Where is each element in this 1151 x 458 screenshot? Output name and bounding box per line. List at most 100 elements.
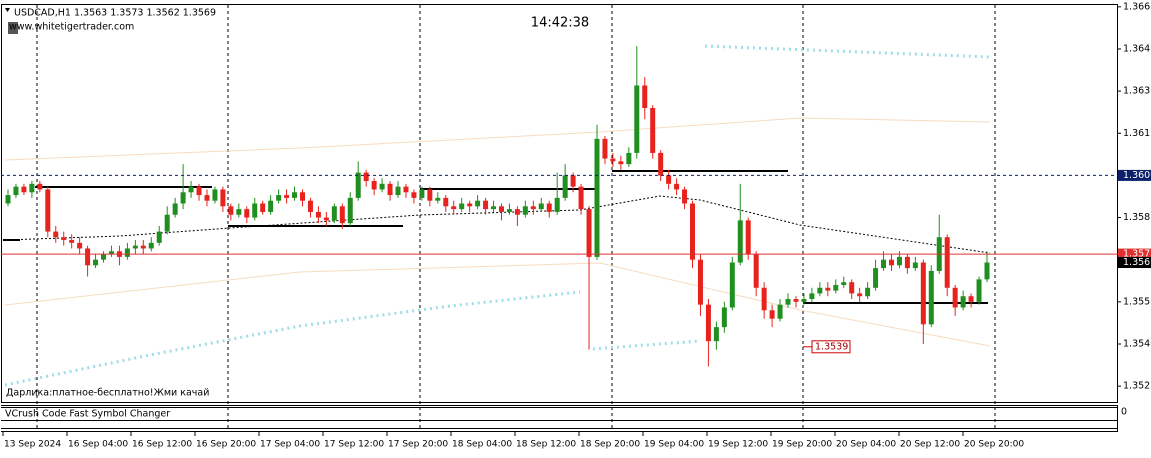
candle-body [642,85,648,108]
candle-body [451,206,457,210]
x-tick-label: 17 Sep 04:00 [260,440,320,450]
candle-body [371,181,377,190]
candle-body [315,211,321,218]
price-label-box [1118,257,1151,269]
candle-body [618,161,624,165]
candle-body [777,304,783,319]
candle-body [61,237,67,241]
candle-body [682,189,688,204]
candle-body [506,209,512,212]
candle-body [132,245,138,249]
candle-body [260,203,266,212]
candle-body [634,85,640,153]
clock: 14:42:38 [531,16,589,31]
y-tick-label: 1.3615 [1123,128,1151,139]
candle-body [873,268,879,288]
candle-body [77,242,83,249]
candle-body [21,186,27,193]
logo [8,22,18,34]
candle-body [690,203,696,260]
chart-subtitle: www.whitetigertrader.com [9,22,134,33]
candle-body [865,287,871,297]
y-tick-label: 1.3555 [1123,296,1151,307]
menu-arrow [5,8,10,12]
candle-body [93,259,99,266]
indicators [4,44,991,387]
candle-body [164,214,170,232]
candle-body [37,183,43,190]
candle-body [785,299,791,305]
candle-body [475,200,481,207]
candle-body [228,206,234,215]
price-label-box [1118,169,1151,181]
candle-body [363,172,369,182]
x-tick-label: 16 Sep 20:00 [196,440,256,450]
candle-body [443,197,449,207]
candle-body [626,152,632,165]
candle-body [212,189,218,201]
candle-body [729,262,735,308]
candle-body [928,270,934,325]
candle-body [570,175,576,187]
candle-body [395,186,401,196]
x-tick-label: 20 Sep 12:00 [900,440,960,450]
candle-body [292,192,298,198]
x-tick-label: 16 Sep 12:00 [132,440,192,450]
candle-body [578,186,584,210]
candle-body [299,192,305,201]
candle-body [387,183,393,196]
candle-body [984,262,990,280]
candle-body [944,237,950,288]
candle-body [379,183,385,190]
candle-body [602,138,608,159]
candle-body [538,203,544,210]
candle-body [491,206,497,210]
candle-body [355,172,361,198]
candle-body [403,186,409,193]
x-tick-label: 19 Sep 12:00 [708,440,768,450]
x-tick-label: 18 Sep 12:00 [516,440,576,450]
candle-body [857,293,863,297]
candle-body [586,209,592,257]
candle-body [459,203,465,210]
y-tick-label: 1.3660 [1123,1,1151,12]
candle-body [498,206,504,212]
candle-body [188,186,194,193]
y-tick-label: 1.3645 [1123,43,1151,54]
candle-body [307,200,313,212]
x-tick-label: 19 Sep 20:00 [772,440,832,450]
candle-body [769,310,775,319]
low-label-box [811,340,851,354]
candle-body [737,220,743,263]
price-label-box [1118,248,1151,260]
session-separators [36,5,996,432]
candle-body [284,195,290,198]
candle-body [29,183,35,193]
candle-body [793,299,799,302]
low-label: 1.3539 [815,341,848,352]
candle-body [467,203,473,207]
subwindow-frame [1,405,1118,432]
candle-body [610,158,616,162]
candle-body [220,189,226,207]
candle-body [801,299,807,302]
candle-body [244,209,250,218]
candle-body [196,186,202,196]
candle-body [148,242,154,249]
candle-body [339,206,345,224]
candle-body [658,152,664,176]
candle-body [697,259,703,305]
candle-body [952,287,958,308]
candle-body [276,195,282,201]
candle-body [849,282,855,294]
candle-body [881,259,887,269]
candle-body [666,175,672,184]
candle-body [920,262,926,325]
candle-body [514,209,520,215]
candle-body [53,231,59,238]
candle-body [204,195,210,201]
candle-body [546,203,552,212]
x-tick-label: 18 Sep 04:00 [452,440,512,450]
candle-body [331,206,337,221]
